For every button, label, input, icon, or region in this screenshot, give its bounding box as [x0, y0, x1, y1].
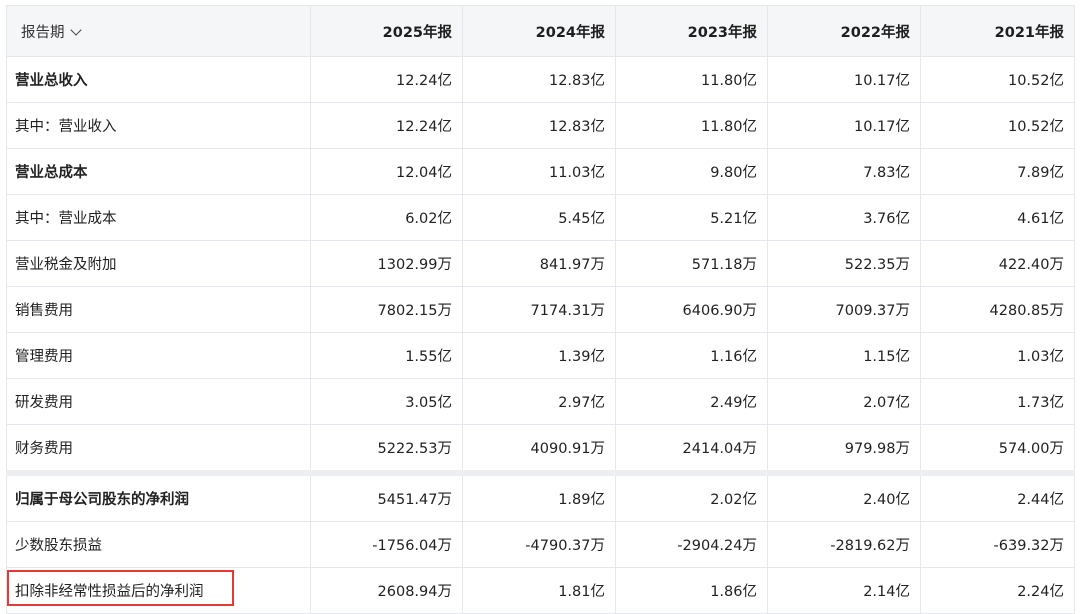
column-header: 2023年报 [615, 5, 768, 57]
cell-value: 12.83亿 [462, 102, 616, 149]
cell-value: 1.16亿 [615, 332, 768, 379]
column-header: 2022年报 [767, 5, 921, 57]
table-row: 其中：营业收入 12.24亿 12.83亿 11.80亿 10.17亿 10.52亿 [6, 102, 1075, 149]
cell-value: 11.80亿 [615, 102, 768, 149]
cell-value: 5.21亿 [615, 194, 768, 241]
cell-value: 7009.37万 [767, 286, 921, 333]
cell-value: 3.76亿 [767, 194, 921, 241]
row-label: 归属于母公司股东的净利润 [6, 470, 311, 522]
cell-value: -2819.62万 [767, 521, 921, 568]
cell-value: 2.14亿 [767, 567, 921, 614]
table-row: 销售费用 7802.15万 7174.31万 6406.90万 7009.37万 4280… [6, 286, 1075, 333]
cell-value: 10.52亿 [920, 102, 1075, 149]
cell-value: 1.81亿 [462, 567, 616, 614]
cell-value: 5451.47万 [310, 470, 463, 522]
table-row: 营业总收入 12.24亿 12.83亿 11.80亿 10.17亿 10.52亿 [6, 56, 1075, 103]
cell-value: 5222.53万 [310, 424, 463, 474]
cell-value: 571.18万 [615, 240, 768, 287]
cell-value: 7.83亿 [767, 148, 921, 195]
cell-value: 1.39亿 [462, 332, 616, 379]
table-row: 管理费用 1.55亿 1.39亿 1.16亿 1.15亿 1.03亿 [6, 332, 1075, 379]
table-row: 归属于母公司股东的净利润 5451.47万 1.89亿 2.02亿 2.40亿 2.44亿 [6, 470, 1075, 522]
row-label: 财务费用 [6, 424, 311, 474]
row-label: 其中：营业成本 [6, 194, 311, 241]
cell-value: 1.73亿 [920, 378, 1075, 425]
cell-value: 2.02亿 [615, 470, 768, 522]
chevron-down-icon [69, 23, 82, 36]
cell-value: 2608.94万 [310, 567, 463, 614]
period-label: 报告期 [21, 24, 65, 41]
cell-value: 1.03亿 [920, 332, 1075, 379]
cell-value: 11.80亿 [615, 56, 768, 103]
column-header: 2025年报 [310, 5, 463, 57]
table-row: 扣除非经常性损益后的净利润 2608.94万 1.81亿 1.86亿 2.14亿 2.24… [6, 567, 1075, 614]
cell-value: 4090.91万 [462, 424, 616, 474]
cell-value: 10.52亿 [920, 56, 1075, 103]
cell-value: 1.15亿 [767, 332, 921, 379]
row-label: 营业总成本 [6, 148, 311, 195]
row-label: 营业税金及附加 [6, 240, 311, 287]
cell-value: 4280.85万 [920, 286, 1075, 333]
cell-value: 12.83亿 [462, 56, 616, 103]
row-label: 管理费用 [6, 332, 311, 379]
row-label: 其中：营业收入 [6, 102, 311, 149]
financial-table: 报告期 2025年报 2024年报 2023年报 2022年报 2021年报 营… [6, 5, 1075, 614]
cell-value: 979.98万 [767, 424, 921, 474]
cell-value: 11.03亿 [462, 148, 616, 195]
cell-value: 1.86亿 [615, 567, 768, 614]
cell-value: 2414.04万 [615, 424, 768, 474]
cell-value: 5.45亿 [462, 194, 616, 241]
table-row: 营业税金及附加 1302.99万 841.97万 571.18万 522.35万 422.… [6, 240, 1075, 287]
table-row: 研发费用 3.05亿 2.97亿 2.49亿 2.07亿 1.73亿 [6, 378, 1075, 425]
table-row: 其中：营业成本 6.02亿 5.45亿 5.21亿 3.76亿 4.61亿 [6, 194, 1075, 241]
cell-value: 3.05亿 [310, 378, 463, 425]
cell-value: 2.07亿 [767, 378, 921, 425]
cell-value: 841.97万 [462, 240, 616, 287]
cell-value: 7.89亿 [920, 148, 1075, 195]
cell-value: 6406.90万 [615, 286, 768, 333]
column-header: 2021年报 [920, 5, 1075, 57]
row-label: 研发费用 [6, 378, 311, 425]
cell-value: 9.80亿 [615, 148, 768, 195]
cell-value: 422.40万 [920, 240, 1075, 287]
cell-value: 2.24亿 [920, 567, 1075, 614]
cell-value: 2.97亿 [462, 378, 616, 425]
cell-value: 2.40亿 [767, 470, 921, 522]
cell-value: 574.00万 [920, 424, 1075, 474]
cell-value: 522.35万 [767, 240, 921, 287]
cell-value: 2.44亿 [920, 470, 1075, 522]
cell-value: -4790.37万 [462, 521, 616, 568]
row-label: 扣除非经常性损益后的净利润 [6, 567, 311, 614]
cell-value: 10.17亿 [767, 102, 921, 149]
table-header-row: 报告期 2025年报 2024年报 2023年报 2022年报 2021年报 [6, 5, 1075, 57]
cell-value: 7174.31万 [462, 286, 616, 333]
cell-value: 7802.15万 [310, 286, 463, 333]
column-header: 2024年报 [462, 5, 616, 57]
cell-value: 6.02亿 [310, 194, 463, 241]
cell-value: 2.49亿 [615, 378, 768, 425]
cell-value: 1302.99万 [310, 240, 463, 287]
table-row: 营业总成本 12.04亿 11.03亿 9.80亿 7.83亿 7.89亿 [6, 148, 1075, 195]
row-label: 少数股东损益 [6, 521, 311, 568]
cell-value: 10.17亿 [767, 56, 921, 103]
cell-value: -639.32万 [920, 521, 1075, 568]
cell-value: -2904.24万 [615, 521, 768, 568]
row-label: 营业总收入 [6, 56, 311, 103]
period-selector[interactable]: 报告期 [6, 5, 311, 57]
cell-value: 12.24亿 [310, 56, 463, 103]
cell-value: 4.61亿 [920, 194, 1075, 241]
cell-value: -1756.04万 [310, 521, 463, 568]
table-row: 少数股东损益 -1756.04万 -4790.37万 -2904.24万 -2819.6… [6, 521, 1075, 568]
row-label: 销售费用 [6, 286, 311, 333]
cell-value: 1.89亿 [462, 470, 616, 522]
cell-value: 12.04亿 [310, 148, 463, 195]
cell-value: 1.55亿 [310, 332, 463, 379]
cell-value: 12.24亿 [310, 102, 463, 149]
table-row: 财务费用 5222.53万 4090.91万 2414.04万 979.98万 574.0… [6, 424, 1075, 474]
